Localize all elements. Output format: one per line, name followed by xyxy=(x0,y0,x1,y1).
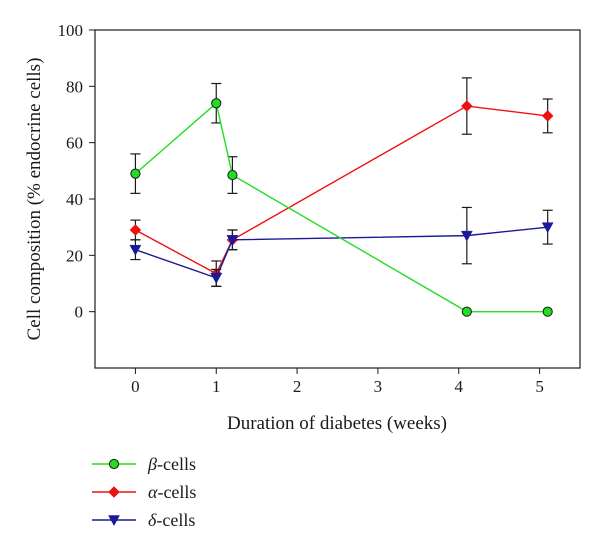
y-tick-label: 0 xyxy=(75,303,84,322)
series-0 xyxy=(130,82,553,317)
plot-frame xyxy=(94,29,581,369)
legend-label: δ-cells xyxy=(148,510,195,530)
series-line xyxy=(134,101,548,313)
data-point xyxy=(541,222,554,234)
data-point xyxy=(227,169,238,181)
x-tick-label: 2 xyxy=(293,377,302,396)
x-tick-label: 5 xyxy=(535,377,544,396)
x-tick-label: 4 xyxy=(455,377,464,396)
axis-ticks: 0 1 2 3 4 5 0 20 40 60 80 100 xyxy=(58,21,544,396)
x-tick-label: 3 xyxy=(374,377,383,396)
series-1 xyxy=(129,77,554,287)
x-tick-label: 0 xyxy=(131,377,140,396)
data-point xyxy=(210,273,223,284)
legend-marker xyxy=(108,515,120,527)
data-point xyxy=(542,306,553,317)
y-tick-label: 80 xyxy=(66,77,83,96)
y-tick-label: 20 xyxy=(66,246,83,265)
data-point xyxy=(211,98,222,109)
data-point xyxy=(460,230,473,242)
legend-label: α-cells xyxy=(148,482,196,502)
legend: β-cells α-cells δ-cells xyxy=(92,454,196,530)
legend-item: α-cells xyxy=(92,482,196,502)
y-tick-label: 60 xyxy=(66,134,83,153)
y-tick-label: 40 xyxy=(66,190,83,209)
legend-marker xyxy=(108,486,120,498)
y-axis-title: Cell composition (% endocrine cells) xyxy=(24,58,45,341)
data-point xyxy=(130,168,141,179)
series-line xyxy=(135,226,548,279)
data-point xyxy=(226,235,239,246)
data-point xyxy=(129,244,142,256)
series-layer xyxy=(129,77,554,317)
data-point xyxy=(541,110,554,122)
legend-label: β-cells xyxy=(147,454,196,474)
x-axis-title: Duration of diabetes (weeks) xyxy=(227,413,447,434)
legend-item: δ-cells xyxy=(92,510,195,530)
series-2 xyxy=(129,206,554,287)
data-point xyxy=(129,224,142,236)
legend-marker xyxy=(108,458,120,470)
x-tick-label: 1 xyxy=(212,377,221,396)
data-point xyxy=(461,306,472,317)
data-point xyxy=(460,100,473,112)
legend-item: β-cells xyxy=(92,454,196,474)
series-line xyxy=(135,105,548,275)
y-tick-label: 100 xyxy=(58,21,84,40)
